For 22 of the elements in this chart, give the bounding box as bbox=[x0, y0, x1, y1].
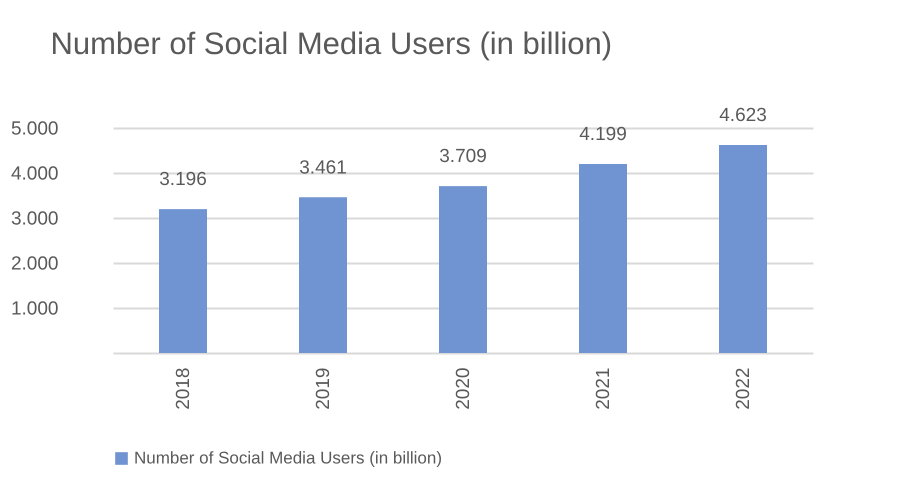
bar bbox=[579, 164, 627, 353]
x-tick-label: 2019 bbox=[313, 368, 334, 410]
x-tick-label: 2020 bbox=[453, 368, 474, 410]
y-tick-label: 3.000 bbox=[10, 208, 58, 230]
x-tick-label: 2018 bbox=[173, 368, 194, 410]
text: 4.199 bbox=[579, 124, 627, 146]
bar bbox=[439, 186, 487, 353]
bar bbox=[719, 144, 767, 353]
y-tick-label: 1.000 bbox=[10, 298, 58, 320]
text: 3.461 bbox=[299, 157, 347, 178]
chart-title: Number of Social Media Users (in billion) bbox=[50, 26, 612, 61]
text: 4.623 bbox=[719, 104, 767, 126]
legend-label: Number of Social Media Users (in billion) bbox=[134, 448, 442, 468]
text: 3.196 bbox=[159, 169, 207, 190]
bar bbox=[299, 197, 347, 353]
bar bbox=[159, 209, 207, 353]
y-tick-label: 4.000 bbox=[10, 164, 58, 184]
x-tick-label: 2022 bbox=[733, 368, 754, 410]
text: 3.709 bbox=[439, 146, 487, 168]
y-tick-label: 5.000 bbox=[10, 118, 58, 140]
y-tick-label: 2.000 bbox=[10, 254, 58, 274]
x-tick-label: 2021 bbox=[593, 368, 614, 410]
